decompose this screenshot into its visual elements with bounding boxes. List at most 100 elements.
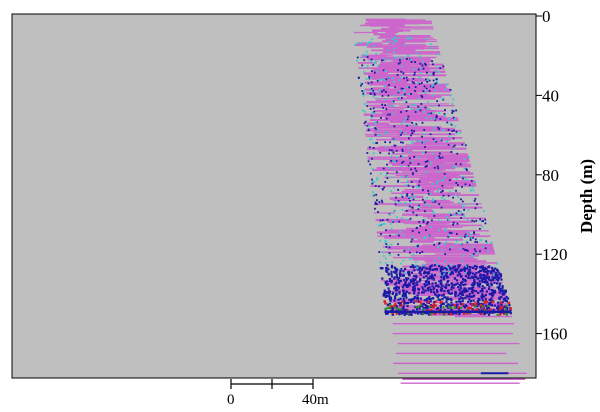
blue-point bbox=[410, 61, 413, 63]
blue-point bbox=[386, 267, 389, 270]
blue-point bbox=[489, 271, 493, 274]
blue-point bbox=[461, 280, 464, 284]
blue-point bbox=[464, 283, 467, 286]
blue-point bbox=[447, 279, 450, 283]
blue-point bbox=[434, 264, 437, 267]
blue-point bbox=[371, 178, 373, 181]
blue-point bbox=[418, 280, 421, 283]
blue-point bbox=[432, 86, 435, 89]
blue-point bbox=[431, 297, 434, 300]
blue-point bbox=[417, 68, 420, 71]
blue-point bbox=[444, 253, 447, 255]
blue-point bbox=[461, 213, 464, 216]
cyan-point bbox=[469, 189, 472, 192]
blue-point bbox=[445, 268, 449, 271]
blue-point bbox=[406, 304, 409, 308]
blue-point bbox=[429, 266, 432, 269]
blue-point bbox=[407, 164, 410, 167]
blue-point bbox=[473, 232, 476, 235]
cyan-point bbox=[454, 243, 457, 245]
cyan-point bbox=[393, 210, 396, 213]
blue-point bbox=[425, 275, 428, 278]
cyan-point bbox=[443, 243, 446, 246]
blue-point bbox=[413, 71, 416, 74]
blue-point bbox=[454, 292, 457, 296]
red-point bbox=[401, 300, 404, 304]
cyan-point bbox=[439, 138, 442, 141]
blue-point bbox=[441, 268, 444, 271]
cyan-point bbox=[416, 185, 419, 188]
blue-point bbox=[390, 279, 393, 283]
blue-point bbox=[481, 274, 484, 277]
blue-point bbox=[428, 312, 431, 315]
blue-point bbox=[453, 129, 455, 132]
blue-point bbox=[412, 186, 415, 188]
cyan-point bbox=[466, 234, 468, 237]
blue-point bbox=[393, 277, 396, 280]
blue-point bbox=[428, 90, 431, 92]
blue-point bbox=[405, 296, 408, 299]
red-point bbox=[457, 306, 461, 309]
blue-point bbox=[392, 221, 395, 223]
blue-point bbox=[472, 289, 475, 292]
cyan-point bbox=[403, 120, 405, 123]
red-point bbox=[507, 301, 511, 305]
blue-point bbox=[460, 275, 463, 278]
blue-point bbox=[395, 285, 398, 288]
blue-point bbox=[415, 274, 418, 278]
blue-point bbox=[426, 305, 429, 308]
cyan-point bbox=[465, 265, 468, 268]
cyan-point bbox=[446, 266, 448, 269]
red-point bbox=[434, 300, 438, 303]
cyan-point bbox=[467, 209, 470, 212]
cyan-point bbox=[431, 105, 434, 108]
cyan-point bbox=[392, 219, 394, 222]
blue-point bbox=[366, 105, 369, 107]
blue-point bbox=[462, 247, 465, 250]
blue-point bbox=[388, 84, 390, 86]
blue-point bbox=[401, 196, 404, 198]
blue-point bbox=[424, 280, 427, 283]
cyan-point bbox=[390, 243, 393, 246]
blue-point bbox=[455, 300, 458, 304]
blue-point bbox=[441, 297, 444, 301]
blue-point bbox=[411, 264, 414, 267]
blue-point bbox=[412, 211, 415, 214]
blue-point bbox=[439, 268, 442, 271]
blue-point bbox=[388, 302, 391, 306]
blue-point bbox=[401, 141, 404, 144]
cyan-point bbox=[441, 249, 444, 252]
blue-point bbox=[367, 128, 370, 131]
blue-point bbox=[479, 290, 482, 293]
cyan-point bbox=[413, 195, 416, 198]
blue-point bbox=[446, 121, 449, 124]
blue-point bbox=[419, 225, 422, 227]
blue-point bbox=[421, 305, 424, 308]
blue-point bbox=[435, 140, 437, 143]
blue-point bbox=[430, 112, 433, 115]
cyan-point bbox=[438, 188, 441, 190]
blue-point bbox=[464, 288, 468, 292]
cyan-point bbox=[402, 259, 405, 262]
blue-point bbox=[411, 238, 414, 241]
blue-point bbox=[505, 295, 508, 299]
blue-point bbox=[505, 309, 509, 312]
blue-point bbox=[445, 283, 448, 286]
cyan-point bbox=[465, 271, 467, 274]
blue-point bbox=[389, 141, 391, 144]
cyan-point bbox=[391, 100, 394, 103]
blue-point bbox=[405, 110, 408, 112]
blue-point bbox=[461, 300, 464, 303]
cyan-point bbox=[458, 213, 461, 215]
blue-point bbox=[458, 284, 461, 287]
blue-point bbox=[472, 272, 475, 275]
blue-point bbox=[445, 267, 448, 270]
blue-point bbox=[495, 272, 498, 275]
blue-point bbox=[489, 303, 492, 306]
blue-point bbox=[452, 221, 455, 224]
blue-point bbox=[407, 184, 410, 187]
cyan-point bbox=[424, 218, 427, 221]
cyan-point bbox=[415, 108, 418, 111]
blue-point bbox=[487, 287, 491, 291]
blue-point bbox=[431, 264, 434, 267]
